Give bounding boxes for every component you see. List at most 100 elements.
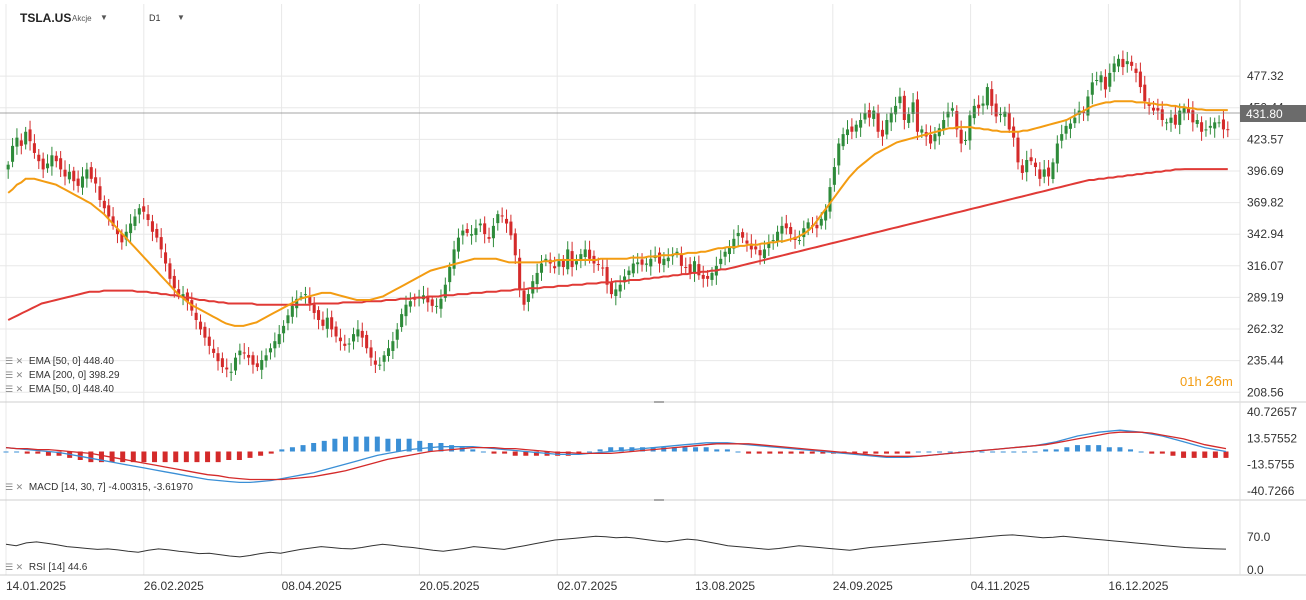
candle-body [539, 263, 544, 273]
list-icon[interactable]: ☰ ✕ [5, 370, 24, 380]
macd-histogram-bar [523, 451, 529, 456]
candle-body [675, 251, 679, 254]
macd-legend: ☰ ✕ MACD [14, 30, 7] -4.00315, -3.61970 [5, 482, 193, 493]
candle-body [1047, 167, 1051, 177]
candle-body [963, 140, 968, 141]
rsi-line [5, 534, 1227, 558]
candle-body [225, 367, 229, 370]
candle-body [1121, 58, 1125, 68]
countdown-h-unit: h [1194, 374, 1202, 389]
candle-body [894, 105, 898, 115]
macd-histogram-bar [873, 451, 879, 454]
candle-body [391, 341, 395, 351]
macd-histogram-bar [120, 451, 126, 463]
macd-histogram-bar [173, 451, 179, 463]
price-axis: 477.32450.44423.57396.69369.82342.94316.… [1247, 69, 1297, 577]
candle-body [343, 343, 347, 346]
candle-body [181, 294, 185, 297]
candle-body [212, 348, 216, 353]
macd-histogram-bar [1181, 451, 1187, 458]
macd-histogram-bar [1085, 445, 1091, 452]
candle-body [491, 225, 495, 239]
candle-body [1038, 169, 1042, 179]
candle-body [1060, 134, 1064, 141]
candle-body [94, 177, 98, 184]
candle-body [640, 259, 644, 265]
ema50-line [7, 100, 1228, 327]
macd-histogram-bar [332, 438, 338, 452]
candle-body [706, 275, 710, 279]
macd-histogram-bar [703, 447, 709, 452]
candle-body [378, 364, 382, 366]
candle-body [780, 225, 784, 234]
list-icon[interactable]: ☰ ✕ [5, 384, 24, 394]
macd-histogram-bar [1064, 447, 1070, 452]
list-icon[interactable]: ☰ ✕ [5, 562, 24, 572]
macd-histogram-bar [979, 451, 985, 453]
candle-body [588, 249, 592, 259]
chevron-down-icon[interactable]: ▼ [100, 13, 108, 22]
macd-histogram-bar [1074, 445, 1080, 452]
candle-body [933, 134, 937, 142]
candle-body [198, 321, 203, 330]
countdown-minutes: 26 [1205, 373, 1223, 390]
candle-body [749, 243, 753, 250]
candle-body [880, 129, 885, 137]
panel-resize-handle [654, 401, 664, 403]
list-icon[interactable]: ☰ ✕ [5, 356, 24, 366]
chevron-down-icon[interactable]: ▼ [177, 13, 185, 22]
macd-histogram-bar [194, 451, 200, 463]
candle-body [1125, 61, 1129, 65]
candle-body [1051, 162, 1055, 179]
macd-histogram-bar [1096, 445, 1102, 452]
candle-body [579, 254, 583, 261]
candle-body [872, 110, 876, 119]
candle-body [356, 329, 360, 337]
candle-body [885, 120, 889, 135]
macd-histogram-bar [279, 449, 285, 452]
candle-body [526, 294, 530, 302]
indicator-legend-ema50: ☰ ✕ EMA [50, 0] 448.40 [5, 356, 114, 367]
timeframe-selector[interactable]: D1 [149, 13, 161, 23]
macd-histogram-bar [215, 451, 221, 463]
macd-histogram-bar [311, 442, 317, 452]
candle-body [325, 317, 329, 329]
candle-body [732, 238, 736, 249]
candle-body [854, 124, 858, 132]
macd-histogram-bar [1011, 451, 1017, 453]
candle-body [850, 126, 854, 132]
macd-histogram-bar [618, 447, 624, 452]
macd-histogram-bar [809, 451, 815, 454]
candle-body [955, 111, 959, 130]
macd-histogram-bar [258, 451, 264, 456]
candle-body [522, 290, 526, 305]
candlestick-series [6, 50, 1230, 381]
x-tick-label: 20.05.2025 [419, 579, 479, 593]
macd-histogram-bar [289, 447, 295, 452]
candle-body [832, 167, 836, 185]
candle-body [264, 355, 268, 361]
x-tick-label: 16.12.2025 [1108, 579, 1168, 593]
candle-body [845, 129, 850, 136]
candle-body [1151, 107, 1156, 111]
symbol-label[interactable]: TSLA.US [20, 11, 72, 25]
list-icon[interactable]: ☰ ✕ [5, 482, 24, 492]
macd-tick-label: -13.5755 [1247, 458, 1295, 472]
candle-body [172, 275, 176, 289]
candle-body [207, 336, 211, 346]
candle-body [1007, 112, 1011, 130]
macd-histogram-bar [353, 436, 359, 452]
candle-body [386, 348, 391, 357]
macd-histogram-bar [1212, 451, 1218, 458]
candle-body [286, 315, 290, 324]
macd-histogram-bar [640, 447, 646, 452]
candle-body [736, 232, 740, 237]
rsi-panel [5, 534, 1227, 558]
candle-body [815, 224, 819, 229]
y-tick-label: 342.94 [1247, 227, 1284, 241]
candle-body [448, 267, 452, 283]
indicator-label: EMA [50, 0] 448.40 [28, 384, 114, 395]
candle-body [544, 258, 548, 261]
macd-histogram-bar [1021, 451, 1027, 453]
